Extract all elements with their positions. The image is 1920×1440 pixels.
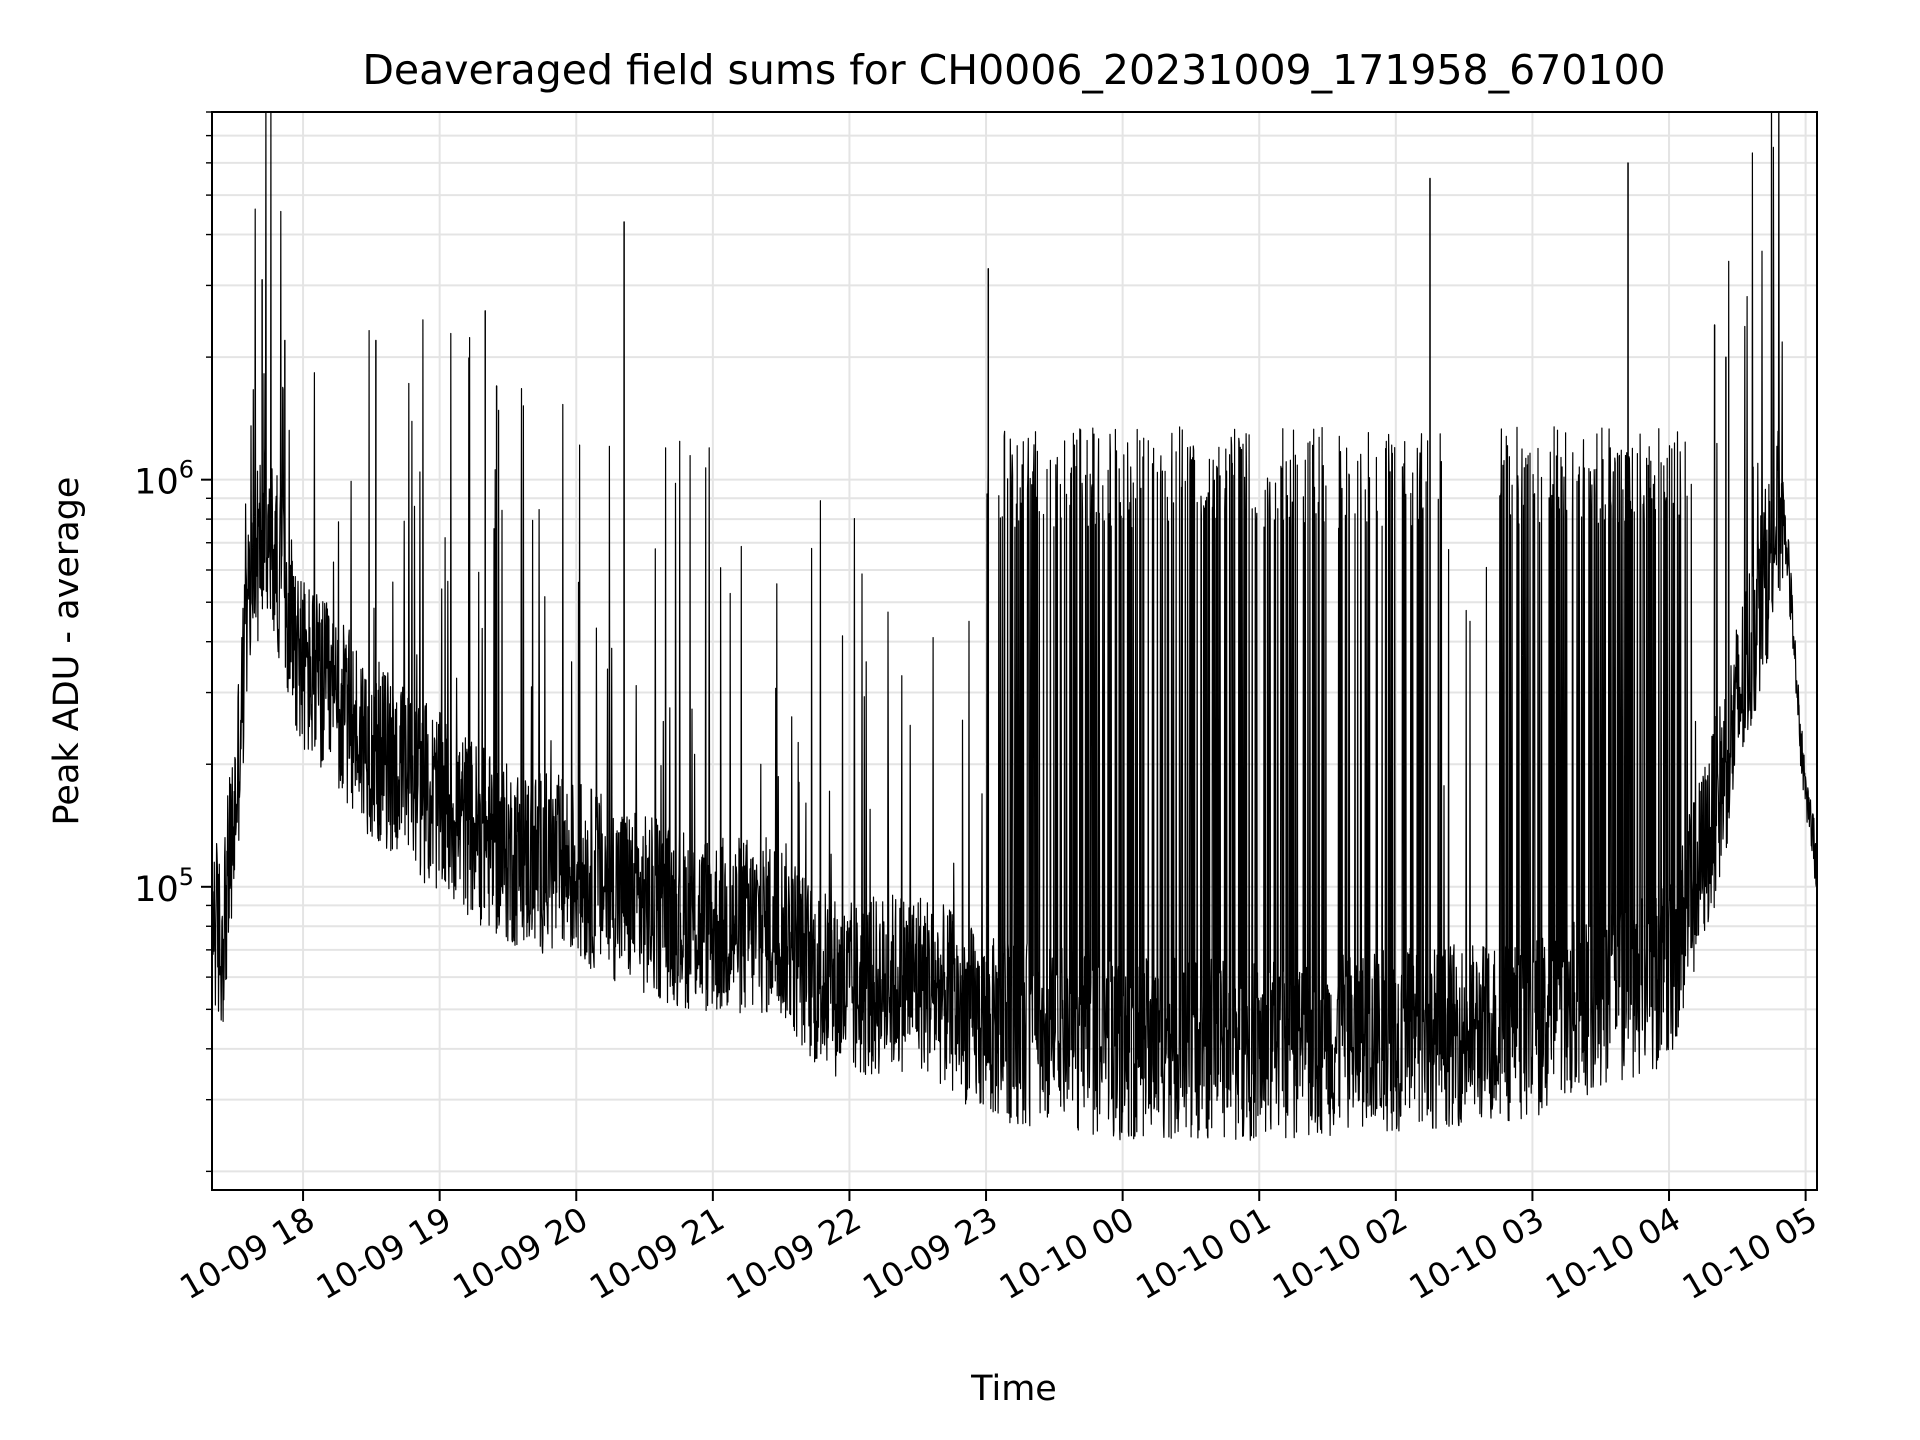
- chart-title: Deaveraged field sums for CH0006_2023100…: [362, 46, 1665, 94]
- y-tick-label: 106: [134, 456, 194, 503]
- series-layer: [212, 112, 1817, 1141]
- y-tick-label: 105: [134, 863, 194, 910]
- series-line: [212, 112, 1817, 1141]
- plot-frame: [211, 111, 1818, 1191]
- x-axis-label: Time: [970, 1369, 1057, 1409]
- y-axis-label: Peak ADU - average: [47, 477, 87, 826]
